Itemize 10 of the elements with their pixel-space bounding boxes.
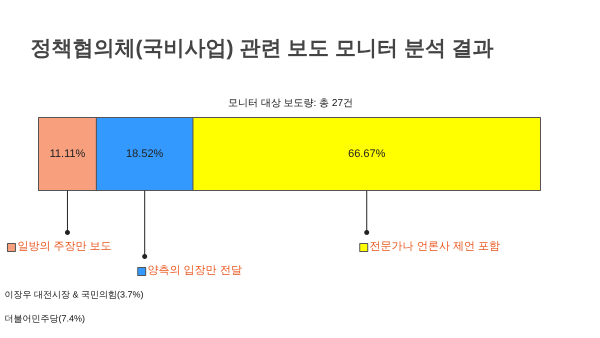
- data-label: 18.52%: [126, 148, 164, 160]
- legend-label: 양측의 입장만 전달: [148, 264, 242, 276]
- chart-title: 정책협의체(국비사업) 관련 보도 모니터 분석 결과: [30, 37, 494, 60]
- data-label: 11.11%: [50, 148, 86, 160]
- legend-label: 전문가나 언론사 제언 포함: [370, 240, 500, 252]
- chart-subtitle: 모니터 대상 보도량: 총 27건: [228, 98, 354, 109]
- data-label: 66.67%: [348, 148, 386, 160]
- text: 더불어민주당(7.4%): [4, 314, 86, 324]
- legend-label: 일방의 주장만 보도: [17, 240, 112, 252]
- text: 이장우 대전시장 & 국민의힘(3.7%): [4, 290, 144, 300]
